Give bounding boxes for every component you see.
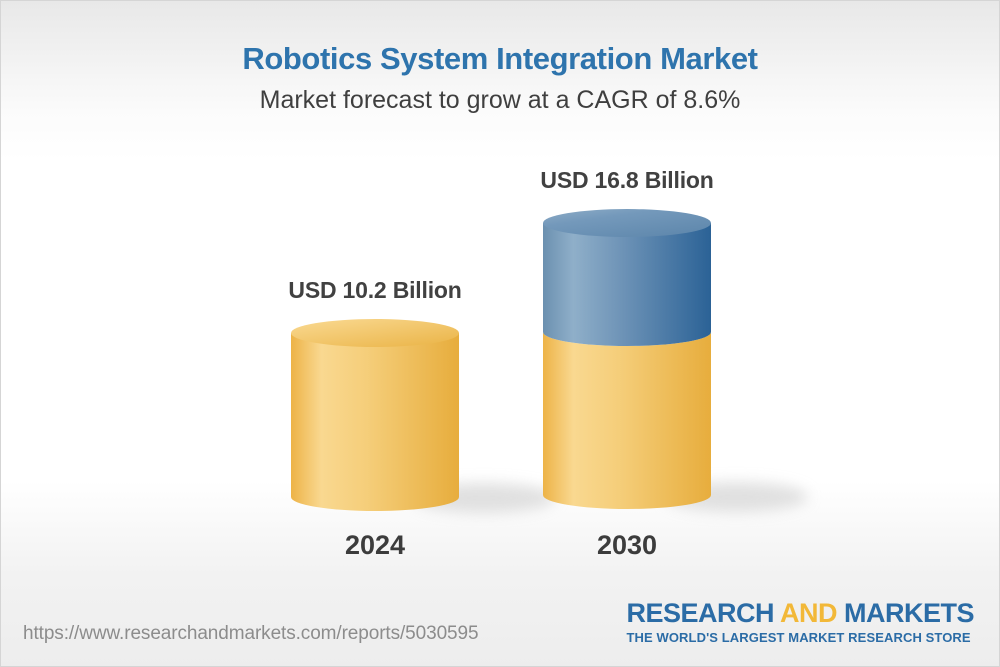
brand-tagline: THE WORLD'S LARGEST MARKET RESEARCH STOR… (626, 630, 971, 646)
value-label-2030: USD 16.8 Billion (540, 167, 714, 193)
cylinder-2030-growth-segment (543, 223, 711, 346)
brand-logo: RESEARCH AND MARKETS THE WORLD'S LARGEST… (626, 599, 974, 646)
cylinder-2024-top (291, 319, 459, 347)
cylinder-2030-top (543, 209, 711, 237)
logo-word-and: AND (779, 598, 838, 628)
axis-label-2024: 2024 (344, 530, 406, 560)
bar-2030 (543, 209, 711, 509)
logo-word-markets: MARKETS (844, 598, 975, 628)
page-subtitle: Market forecast to grow at a CAGR of 8.6… (259, 86, 741, 114)
brand-logo-wordmark: RESEARCH AND MARKETS (626, 599, 974, 627)
logo-word-research: RESEARCH (626, 598, 774, 628)
cylinder-2030-base-segment (543, 332, 711, 509)
bar-2024 (291, 319, 459, 511)
page-title: Robotics System Integration Market (242, 41, 758, 76)
axis-label-2030: 2030 (596, 530, 658, 560)
report-url: https://www.researchandmarkets.com/repor… (23, 623, 479, 644)
value-label-2024: USD 10.2 Billion (288, 277, 462, 303)
cylinder-2024-body (291, 333, 459, 511)
